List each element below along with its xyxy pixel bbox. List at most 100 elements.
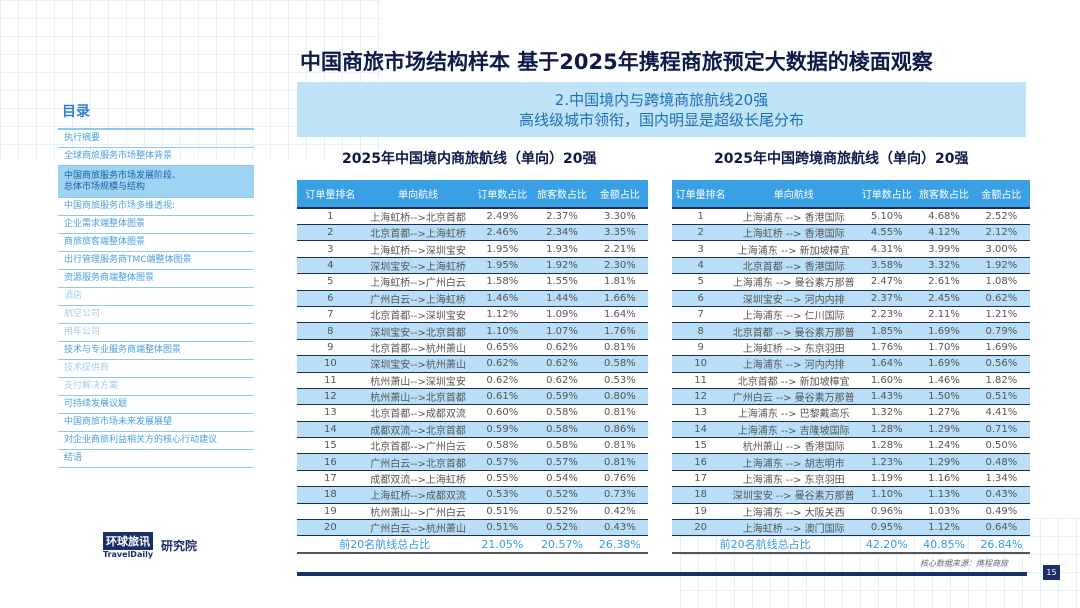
logo: 环球旅讯 TravelDaily 研究院 xyxy=(103,532,197,559)
rank-cell: 1 xyxy=(672,208,730,225)
passenger-share-cell: 0.52% xyxy=(532,503,592,521)
route-cell: 北京首都-->深圳宝安 xyxy=(363,306,473,324)
international-routes-table: 订单量排名 单向航线 订单数占比 旅客数占比 金额占比 1 上海浦东 --> 香港国际 5.1… xyxy=(672,180,1030,555)
column-header[interactable]: 订单量排名 xyxy=(672,180,730,209)
table-of-contents: 目录 执行摘要 全球商旅服务市场整体背景 中国商旅服务市场发展阶段、总体市场规模与结… xyxy=(58,100,254,468)
table-row: 6 广州白云-->上海虹桥 1.46% 1.44% 1.66% xyxy=(297,290,648,307)
column-header[interactable]: 金额占比 xyxy=(972,180,1030,209)
rank-cell: 13 xyxy=(672,404,730,422)
order-share-cell: 0.51% xyxy=(472,503,533,521)
order-share-cell: 2.49% xyxy=(472,208,533,225)
column-header[interactable]: 金额占比 xyxy=(591,180,648,209)
rank-cell: 5 xyxy=(297,273,364,291)
table-row: 4 深圳宝安-->上海虹桥 1.95% 1.92% 2.30% xyxy=(297,257,648,275)
route-cell: 杭州萧山-->深圳宝安 xyxy=(363,372,473,389)
toc-item[interactable]: 技术提供商 xyxy=(58,360,254,378)
route-cell: 上海浦东 --> 大阪关西 xyxy=(729,503,859,521)
order-share-cell: 0.62% xyxy=(472,355,533,373)
passenger-share-cell: 1.92% xyxy=(532,257,592,275)
route-cell: 杭州萧山 --> 香港国际 xyxy=(729,437,859,455)
route-cell: 深圳宝安-->上海虹桥 xyxy=(363,257,473,275)
amount-share-cell: 0.76% xyxy=(591,470,648,488)
order-share-cell: 1.23% xyxy=(858,453,916,471)
toc-item[interactable]: 结语 xyxy=(58,450,254,468)
data-source: 核心数据来源：携程商旅 xyxy=(920,559,1008,568)
table-header-row: 订单量排名 单向航线 订单数占比 旅客数占比 金额占比 xyxy=(297,180,648,209)
table-row: 15 杭州萧山 --> 香港国际 1.28% 1.24% 0.50% xyxy=(672,437,1030,455)
toc-item[interactable]: 中国商旅市场未来发展展望 xyxy=(58,414,254,432)
total-value: 42.20% xyxy=(858,535,916,555)
column-header[interactable]: 订单量排名 xyxy=(297,180,364,209)
order-share-cell: 4.55% xyxy=(858,224,916,242)
table-row: 11 北京首都 --> 新加坡樟宜 1.60% 1.46% 1.82% xyxy=(672,372,1030,389)
amount-share-cell: 2.52% xyxy=(972,208,1030,225)
table-row: 12 杭州萧山-->北京首都 0.61% 0.59% 0.80% xyxy=(297,388,648,406)
amount-share-cell: 0.64% xyxy=(972,519,1030,537)
amount-share-cell: 1.64% xyxy=(591,306,648,324)
amount-share-cell: 0.48% xyxy=(972,453,1030,471)
toc-item[interactable]: 用车公司 xyxy=(58,324,254,342)
rank-cell: 14 xyxy=(672,421,730,439)
toc-item[interactable]: 航空公司 xyxy=(58,306,254,324)
order-share-cell: 1.10% xyxy=(858,486,916,504)
total-value: 20.57% xyxy=(532,535,592,555)
passenger-share-cell: 1.24% xyxy=(915,437,973,455)
order-share-cell: 1.60% xyxy=(858,372,916,389)
toc-item[interactable]: 执行摘要 xyxy=(58,130,254,148)
passenger-share-cell: 0.62% xyxy=(532,355,592,373)
rank-cell: 9 xyxy=(672,339,730,357)
passenger-share-cell: 0.57% xyxy=(532,453,592,471)
table-row: 2 上海虹桥 --> 香港国际 4.55% 4.12% 2.12% xyxy=(672,224,1030,242)
passenger-share-cell: 3.32% xyxy=(915,257,973,275)
column-header[interactable]: 旅客数占比 xyxy=(915,180,973,209)
rank-cell: 15 xyxy=(672,437,730,455)
rank-cell: 4 xyxy=(672,257,730,275)
rank-cell: 17 xyxy=(672,470,730,488)
column-header[interactable]: 订单数占比 xyxy=(858,180,916,209)
passenger-share-cell: 0.59% xyxy=(532,388,592,406)
passenger-share-cell: 2.37% xyxy=(532,208,592,225)
order-share-cell: 4.31% xyxy=(858,240,916,258)
toc-item[interactable]: 技术与专业服务商端整体图景 xyxy=(58,342,254,360)
rank-cell: 10 xyxy=(672,355,730,373)
rank-cell: 20 xyxy=(672,519,730,537)
rank-cell: 2 xyxy=(672,224,730,242)
route-cell: 成都双流-->北京首都 xyxy=(363,421,473,439)
toc-item[interactable]: 商旅旅客端整体图景 xyxy=(58,234,254,252)
page-number: 15 xyxy=(1043,565,1060,580)
column-header[interactable]: 订单数占比 xyxy=(472,180,533,209)
table-row: 3 上海浦东 --> 新加坡樟宜 4.31% 3.99% 3.00% xyxy=(672,240,1030,258)
footer-divider xyxy=(297,572,1027,576)
toc-item[interactable]: 中国商旅服务市场多维透视: xyxy=(58,198,254,216)
toc-item[interactable]: 中国商旅服务市场发展阶段、总体市场规模与结构 xyxy=(58,166,254,198)
rank-cell: 8 xyxy=(672,322,730,340)
amount-share-cell: 1.34% xyxy=(972,470,1030,488)
toc-item[interactable]: 出行管理服务商TMC端整体图景 xyxy=(58,252,254,270)
route-cell: 杭州萧山-->北京首都 xyxy=(363,388,473,406)
toc-item[interactable]: 支付解决方案 xyxy=(58,378,254,396)
toc-item[interactable]: 企业需求端整体图景 xyxy=(58,216,254,234)
passenger-share-cell: 1.03% xyxy=(915,503,973,521)
order-share-cell: 0.59% xyxy=(472,421,533,439)
toc-item[interactable]: 对企业商旅利益相关方的核心行动建议 xyxy=(58,432,254,450)
column-header[interactable]: 旅客数占比 xyxy=(532,180,592,209)
passenger-share-cell: 1.09% xyxy=(532,306,592,324)
toc-item[interactable]: 全球商旅服务市场整体背景 xyxy=(58,148,254,166)
route-cell: 北京首都-->成都双流 xyxy=(363,404,473,422)
amount-share-cell: 0.43% xyxy=(972,486,1030,504)
passenger-share-cell: 0.52% xyxy=(532,486,592,504)
amount-share-cell: 0.53% xyxy=(591,372,648,389)
amount-share-cell: 0.58% xyxy=(591,355,648,373)
column-header[interactable]: 单向航线 xyxy=(363,180,473,209)
route-cell: 上海浦东 --> 巴黎戴高乐 xyxy=(729,404,859,422)
order-share-cell: 0.53% xyxy=(472,486,533,504)
amount-share-cell: 0.79% xyxy=(972,322,1030,340)
toc-item[interactable]: 资源服务商端整体图景 xyxy=(58,270,254,288)
rank-cell: 18 xyxy=(297,486,364,504)
column-header[interactable]: 单向航线 xyxy=(729,180,859,209)
toc-item[interactable]: 可持续发展议题 xyxy=(58,396,254,414)
rank-cell: 7 xyxy=(672,306,730,324)
order-share-cell: 1.10% xyxy=(472,322,533,340)
route-cell: 广州白云-->上海虹桥 xyxy=(363,290,473,307)
toc-item[interactable]: 酒店 xyxy=(58,288,254,306)
